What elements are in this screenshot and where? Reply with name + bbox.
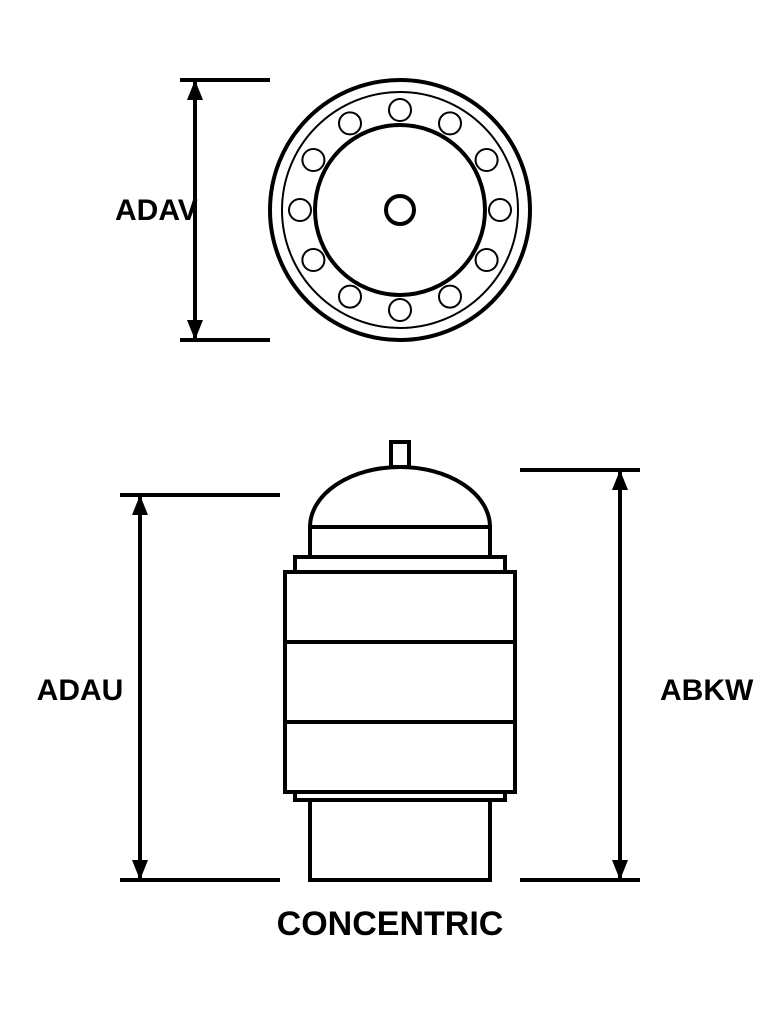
- top-view: [270, 80, 530, 340]
- dim-adav: ADAV: [115, 80, 270, 340]
- diagram-title: CONCENTRIC: [277, 905, 504, 943]
- label-abkw: ABKW: [660, 674, 754, 707]
- label-adau: ADAU: [37, 674, 124, 707]
- technical-diagram: ADAV ADAU ABKW CONCENTRIC: [0, 0, 780, 1010]
- dim-adau: ADAU: [37, 495, 280, 880]
- dim-abkw: ABKW: [520, 470, 754, 880]
- label-adav: ADAV: [115, 194, 198, 227]
- side-view: [285, 442, 515, 880]
